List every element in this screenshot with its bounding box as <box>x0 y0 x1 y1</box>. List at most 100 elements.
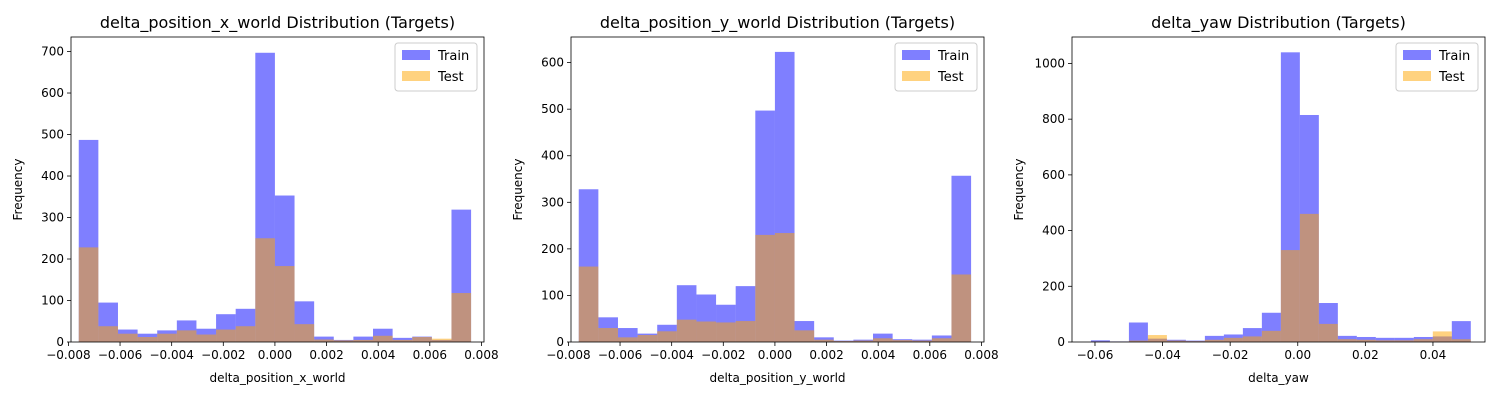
bar <box>1128 322 1148 342</box>
bar <box>617 337 638 342</box>
bar <box>1451 321 1471 342</box>
x-tick-label: 0.02 <box>1352 348 1379 362</box>
bar <box>873 333 893 342</box>
y-axis-label: Frequency <box>1012 159 1026 221</box>
bar <box>255 238 275 342</box>
chart-title: delta_position_x_world Distribution (Tar… <box>100 13 455 33</box>
legend-label-train: Train <box>437 49 469 64</box>
axes-frame <box>570 36 985 343</box>
legend-label-test: Test <box>437 70 464 85</box>
bar <box>235 326 256 342</box>
bar <box>451 293 472 342</box>
x-tick-label: −0.008 <box>546 348 590 362</box>
x-axis-label: delta_position_y_world <box>709 371 845 385</box>
bar <box>833 341 854 342</box>
chart-title: delta_yaw Distribution (Targets) <box>1151 13 1406 33</box>
bar <box>892 340 913 342</box>
series-train <box>1090 52 1471 342</box>
legend-swatch-test <box>402 71 430 81</box>
bar <box>1451 339 1471 342</box>
bar <box>294 324 315 342</box>
bar <box>216 329 236 342</box>
bar <box>1375 337 1395 342</box>
bar <box>314 339 334 342</box>
x-tick-label: 0.008 <box>964 348 998 362</box>
y-tick-label: 400 <box>41 169 64 183</box>
bar <box>716 322 736 342</box>
bar <box>1280 250 1300 342</box>
legend-label-train: Train <box>1438 49 1470 64</box>
bar <box>578 266 599 342</box>
bar <box>637 335 658 342</box>
bar <box>1090 340 1110 342</box>
bar <box>1356 336 1376 342</box>
x-tick-label: −0.002 <box>701 348 745 362</box>
x-tick-label: −0.004 <box>149 348 193 362</box>
bar <box>1242 336 1262 342</box>
y-tick-label: 400 <box>541 149 564 163</box>
y-tick-label: 200 <box>41 252 64 266</box>
x-tick-label: 0.008 <box>464 348 498 362</box>
bar <box>98 326 118 342</box>
y-tick-label: 100 <box>541 288 564 302</box>
bar <box>755 234 775 342</box>
bar <box>657 331 677 342</box>
bar <box>696 321 717 342</box>
bar <box>1204 335 1224 342</box>
legend: Train Test <box>894 42 978 92</box>
bar <box>931 338 952 342</box>
y-tick-label: 400 <box>1042 224 1065 238</box>
bar <box>1337 339 1357 342</box>
y-tick-label: 200 <box>541 242 564 256</box>
bar <box>373 335 393 342</box>
bar <box>873 338 893 342</box>
bar <box>912 340 932 342</box>
y-tick-label: 0 <box>1057 335 1065 349</box>
bar <box>735 321 756 342</box>
x-tick-label: 0.006 <box>413 348 447 362</box>
bar <box>1356 339 1376 342</box>
legend: Train Test <box>1395 42 1479 92</box>
series-test <box>578 233 972 342</box>
bar <box>431 338 452 342</box>
y-tick-label: 0 <box>556 335 564 349</box>
chart-3: −0.06 −0.04 −0.02 0.00 0.02 0.04 0 200 400 600 800… <box>1012 13 1486 385</box>
x-tick-label: 0.04 <box>1420 348 1447 362</box>
bar <box>1375 340 1395 342</box>
x-tick-label: −0.006 <box>98 348 142 362</box>
chart-title: delta_position_y_world Distribution (Tar… <box>600 13 955 33</box>
legend: Train Test <box>394 42 478 92</box>
axes-frame <box>70 36 485 343</box>
y-tick-label: 600 <box>541 56 564 70</box>
y-tick-label: 1000 <box>1034 56 1065 70</box>
bar <box>314 336 334 342</box>
x-tick-label: −0.04 <box>1144 348 1181 362</box>
x-tick-label: −0.06 <box>1077 348 1114 362</box>
x-tick-label: 0.00 <box>1284 348 1311 362</box>
bar <box>1185 341 1205 342</box>
legend-swatch-train <box>402 50 430 60</box>
bar <box>1128 340 1148 342</box>
bar <box>333 340 354 342</box>
y-axis-label: Frequency <box>511 159 525 221</box>
y-tick-label: 500 <box>41 128 64 142</box>
bar <box>157 333 177 342</box>
x-tick-label: −0.008 <box>46 348 90 362</box>
bar <box>676 319 697 342</box>
legend-swatch-test <box>902 71 930 81</box>
legend-swatch-test <box>1403 71 1431 81</box>
legend-label-train: Train <box>937 49 969 64</box>
legend-label-test: Test <box>1438 70 1465 85</box>
bar <box>353 339 374 342</box>
x-tick-label: 0.006 <box>913 348 947 362</box>
legend-swatch-train <box>902 50 930 60</box>
bar <box>137 337 158 342</box>
legend-label-test: Test <box>937 70 964 85</box>
bar <box>1299 213 1319 342</box>
y-tick-label: 700 <box>41 45 64 59</box>
bar <box>353 336 374 342</box>
x-tick-label: 0.000 <box>258 348 292 362</box>
x-tick-label: 0.002 <box>809 348 843 362</box>
series-test <box>78 238 472 342</box>
bar <box>853 340 874 342</box>
